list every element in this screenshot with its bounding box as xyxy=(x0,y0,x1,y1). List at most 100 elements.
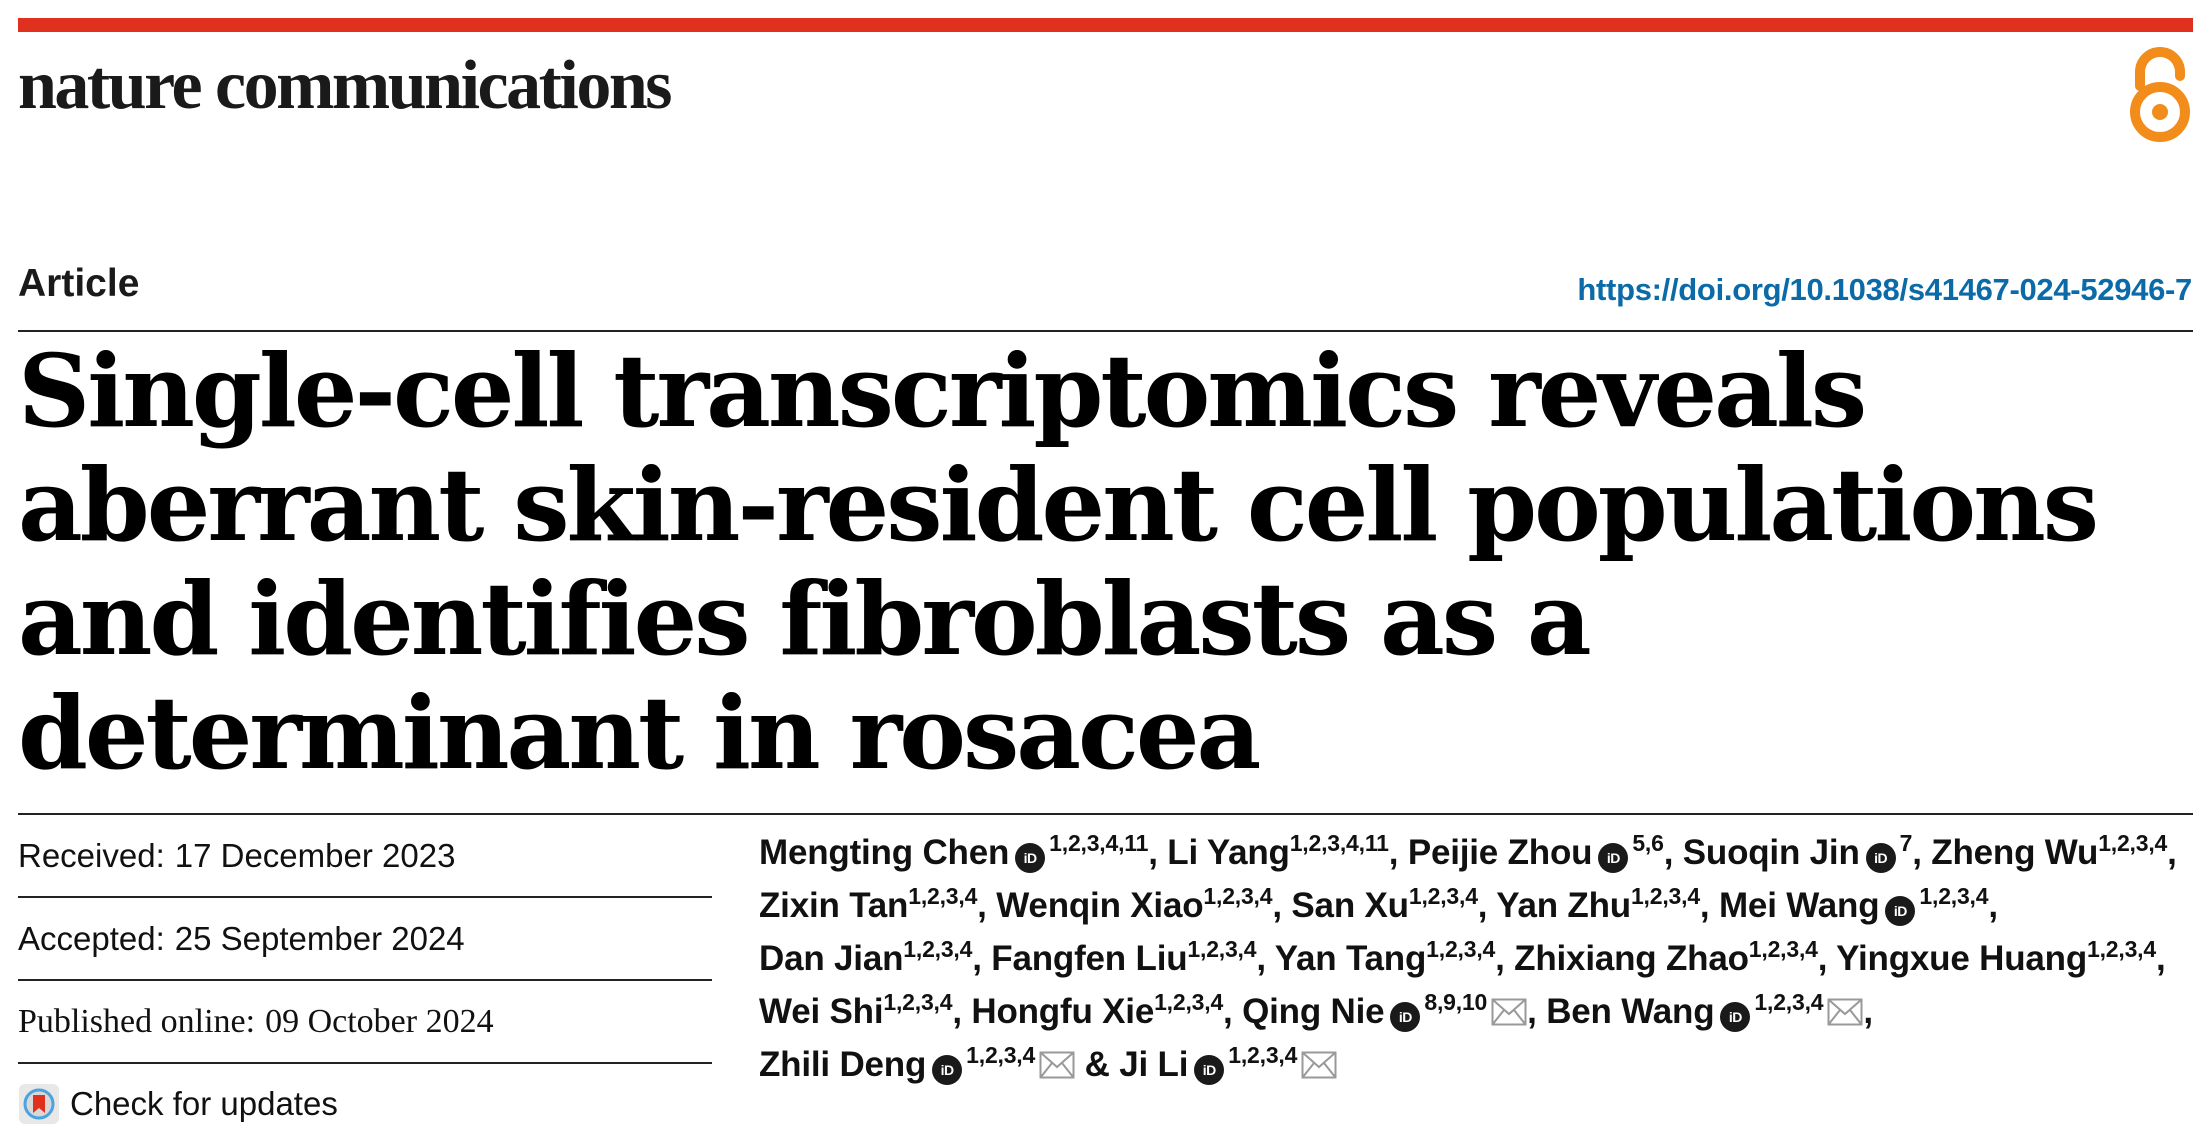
author-entry: Yan Tang1,2,3,4, xyxy=(1274,938,1505,979)
affiliation-numbers: 1,2,3,4 xyxy=(2087,936,2156,962)
author-entry: Mei Wang iD1,2,3,4, xyxy=(1718,885,1998,926)
published-date: Published online: 09 October 2024 xyxy=(18,981,712,1064)
author-name[interactable]: Ben Wang xyxy=(1546,992,1715,1031)
author-name[interactable]: Yingxue Huang xyxy=(1836,939,2088,978)
author-name[interactable]: Zhixiang Zhao xyxy=(1514,939,1749,978)
author-separator: , xyxy=(972,939,982,978)
author-name[interactable]: Ji Li xyxy=(1119,1045,1189,1084)
author-separator: & xyxy=(1075,1045,1120,1084)
author-separator: , xyxy=(1912,833,1922,872)
orcid-icon[interactable]: iD xyxy=(1720,1002,1751,1032)
author-entry: Mengting Chen iD1,2,3,4,11, xyxy=(759,830,1158,873)
author-separator: , xyxy=(1495,939,1505,978)
author-entry: San Xu1,2,3,4, xyxy=(1291,883,1488,926)
doi-link[interactable]: https://doi.org/10.1038/s41467-024-52946… xyxy=(1577,272,2192,307)
author-entry: Dan Jian1,2,3,4, xyxy=(759,936,982,979)
journal-accent-bar xyxy=(18,18,2193,32)
affiliation-numbers: 1,2,3,4 xyxy=(966,1042,1036,1068)
journal-name: nature communications xyxy=(18,47,673,124)
article-type: Article xyxy=(18,262,140,305)
author-separator: , xyxy=(977,886,987,925)
received-label: Received: xyxy=(18,836,165,874)
author-name[interactable]: Peijie Zhou xyxy=(1407,833,1593,872)
affiliation-numbers: 1,2,3,4 xyxy=(1630,883,1700,909)
accepted-value: 25 September 2024 xyxy=(174,919,465,957)
author-name[interactable]: Zhili Deng xyxy=(759,1045,927,1084)
author-name[interactable]: Suoqin Jin xyxy=(1682,833,1860,872)
header-divider xyxy=(18,330,2193,332)
check-updates-icon xyxy=(19,1084,59,1124)
author-entry: Peijie Zhou iD5,6, xyxy=(1407,830,1674,873)
author-entry: Hongfu Xie1,2,3,4, xyxy=(971,989,1232,1032)
author-name[interactable]: Yan Zhu xyxy=(1496,886,1631,925)
orcid-icon[interactable]: iD xyxy=(932,1055,963,1085)
author-entry: Wei Shi1,2,3,4, xyxy=(759,989,962,1032)
email-icon[interactable] xyxy=(1039,1041,1075,1079)
affiliation-numbers: 1,2,3,4,11 xyxy=(1289,830,1389,856)
orcid-icon[interactable]: iD xyxy=(1194,1055,1225,1085)
affiliation-numbers: 1,2,3,4 xyxy=(1154,989,1224,1015)
author-name[interactable]: Dan Jian xyxy=(759,939,904,978)
affiliation-numbers: 1,2,3,4 xyxy=(903,936,973,962)
author-entry: Li Yang1,2,3,4,11, xyxy=(1167,830,1399,873)
affiliation-numbers: 5,6 xyxy=(1632,830,1664,856)
author-separator: , xyxy=(1388,833,1399,872)
author-separator: , xyxy=(952,992,962,1031)
orcid-icon[interactable]: iD xyxy=(1015,843,1046,873)
author-name[interactable]: Wei Shi xyxy=(759,992,884,1031)
author-name[interactable]: San Xu xyxy=(1291,886,1409,925)
author-name[interactable]: Qing Nie xyxy=(1242,992,1385,1031)
orcid-icon[interactable]: iD xyxy=(1885,896,1916,926)
author-entry: Zixin Tan1,2,3,4, xyxy=(759,883,987,926)
orcid-icon[interactable]: iD xyxy=(1865,843,1896,873)
meta-divider xyxy=(18,813,2193,815)
affiliation-numbers: 7 xyxy=(1899,830,1913,856)
affiliation-numbers: 1,2,3,4,11 xyxy=(1049,830,1149,856)
author-separator: , xyxy=(1988,886,1998,925)
article-title: Single-cell transcriptomics reveals aber… xyxy=(18,332,2099,792)
author-separator: , xyxy=(1817,939,1828,978)
check-updates-button[interactable]: Check for updates xyxy=(18,1082,338,1126)
check-updates-label: Check for updates xyxy=(70,1085,338,1122)
author-separator: , xyxy=(1527,992,1537,1031)
article-dates: Received: 17 December 2023 Accepted: 25 … xyxy=(18,815,712,1064)
affiliation-numbers: 1,2,3,4 xyxy=(1748,936,1818,962)
accepted-label: Accepted: xyxy=(18,919,165,957)
author-separator: , xyxy=(1256,939,1266,978)
author-entry: Zhixiang Zhao1,2,3,4, xyxy=(1514,936,1828,979)
author-name[interactable]: Mei Wang xyxy=(1718,886,1880,925)
author-separator: , xyxy=(1663,833,1674,872)
author-separator: , xyxy=(1477,886,1488,925)
email-icon[interactable] xyxy=(1827,988,1863,1026)
affiliation-numbers: 1,2,3,4 xyxy=(1228,1042,1298,1068)
author-entry: Fangfen Liu1,2,3,4, xyxy=(991,938,1266,979)
author-name[interactable]: Mengting Chen xyxy=(759,833,1010,872)
affiliation-numbers: 1,2,3,4 xyxy=(2098,830,2168,856)
author-separator: , xyxy=(2155,939,2166,978)
author-name[interactable]: Yan Tang xyxy=(1274,939,1427,978)
affiliation-numbers: 1,2,3,4 xyxy=(1754,989,1824,1015)
affiliation-numbers: 1,2,3,4 xyxy=(1408,883,1478,909)
orcid-icon[interactable]: iD xyxy=(1390,1002,1421,1032)
author-name[interactable]: Hongfu Xie xyxy=(971,992,1155,1031)
author-name[interactable]: Zixin Tan xyxy=(759,886,909,925)
author-name[interactable]: Wenqin Xiao xyxy=(996,886,1204,925)
author-name[interactable]: Zheng Wu xyxy=(1931,833,2099,872)
email-icon[interactable] xyxy=(1301,1041,1337,1079)
affiliation-numbers: 8,9,10 xyxy=(1424,989,1488,1015)
orcid-icon[interactable]: iD xyxy=(1598,843,1629,873)
received-date: Received: 17 December 2023 xyxy=(18,815,712,898)
author-list: Mengting Chen iD1,2,3,4,11, Li Yang1,2,3,… xyxy=(759,826,2199,1091)
author-entry: Yan Zhu1,2,3,4, xyxy=(1496,883,1710,926)
author-name[interactable]: Fangfen Liu xyxy=(991,939,1188,978)
author-separator: , xyxy=(1699,886,1710,925)
affiliation-numbers: 1,2,3,4 xyxy=(883,989,953,1015)
author-name[interactable]: Li Yang xyxy=(1167,833,1290,872)
author-separator: , xyxy=(1148,833,1158,872)
author-separator: , xyxy=(1863,992,1873,1031)
author-entry: Qing Nie iD8,9,10, xyxy=(1242,989,1537,1032)
affiliation-numbers: 1,2,3,4 xyxy=(908,883,978,909)
email-icon[interactable] xyxy=(1491,988,1527,1026)
accepted-date: Accepted: 25 September 2024 xyxy=(18,898,712,981)
affiliation-numbers: 1,2,3,4 xyxy=(1203,883,1273,909)
